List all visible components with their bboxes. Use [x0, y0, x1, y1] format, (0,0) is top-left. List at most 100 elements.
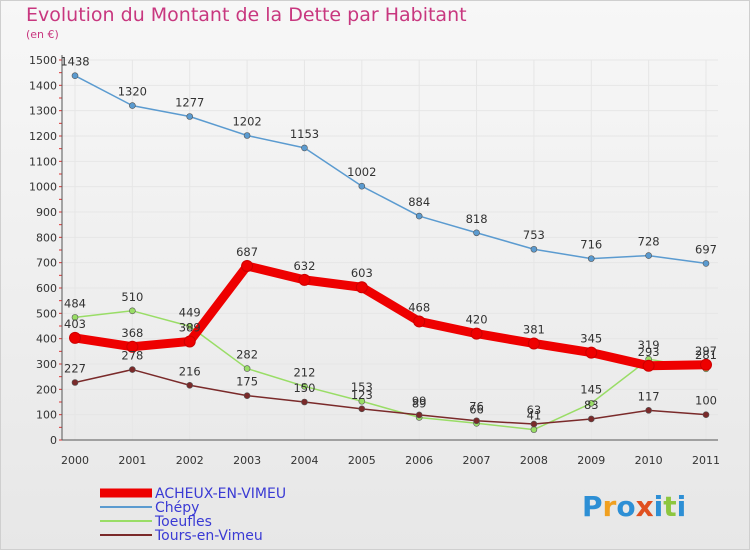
data-point — [702, 260, 710, 267]
data-label: 697 — [695, 242, 717, 256]
data-label: 1153 — [290, 127, 319, 141]
y-tick-label: 300 — [36, 358, 57, 371]
data-point — [129, 307, 136, 315]
data-point — [585, 346, 598, 359]
data-label: 632 — [293, 259, 315, 273]
y-tick-label: 1000 — [29, 181, 57, 194]
legend-label: Chépy — [155, 500, 199, 516]
data-label: 153 — [351, 380, 373, 394]
data-point — [530, 245, 538, 253]
data-label: 1002 — [347, 165, 376, 179]
data-label: 728 — [638, 235, 660, 249]
data-label: 389 — [179, 320, 201, 334]
x-tick-label: 2009 — [577, 454, 605, 467]
y-tick-label: 1100 — [29, 155, 57, 168]
y-tick-label: 500 — [36, 307, 57, 320]
data-label: 716 — [580, 238, 602, 252]
x-tick-label: 2002 — [176, 454, 204, 467]
data-label: 216 — [179, 364, 201, 378]
data-point — [358, 182, 366, 190]
x-tick-label: 2005 — [348, 454, 376, 467]
data-label: 212 — [293, 365, 315, 379]
data-label: 41 — [527, 409, 542, 423]
data-label: 687 — [236, 245, 258, 259]
y-tick-label: 700 — [36, 257, 57, 270]
data-label: 145 — [580, 382, 602, 396]
data-label: 282 — [236, 348, 258, 362]
data-label: 100 — [695, 394, 717, 408]
data-point — [530, 426, 538, 433]
data-point — [69, 331, 81, 344]
series-line — [74, 310, 707, 431]
data-point — [642, 359, 655, 372]
data-label: 753 — [523, 228, 545, 242]
data-label: 123 — [351, 388, 373, 402]
data-point — [186, 113, 194, 120]
data-point — [298, 273, 311, 286]
data-label: 1320 — [118, 85, 147, 99]
data-label: 420 — [466, 313, 488, 327]
x-tick-label: 2011 — [692, 454, 720, 467]
data-point — [530, 420, 538, 428]
data-label: 510 — [121, 290, 143, 304]
data-point — [645, 252, 652, 259]
legend-label: Tours-en-Vimeu — [154, 528, 263, 544]
x-tick-label: 2004 — [290, 454, 318, 467]
data-point — [470, 327, 483, 340]
data-label: 99 — [412, 394, 427, 408]
data-point — [473, 229, 480, 237]
data-point — [415, 212, 423, 220]
data-point — [186, 322, 194, 330]
data-point — [186, 381, 194, 389]
data-label: 319 — [638, 338, 660, 352]
x-tick-label: 2010 — [635, 454, 663, 467]
data-label: 603 — [351, 266, 373, 280]
data-point — [243, 365, 251, 372]
y-tick-label: 1500 — [29, 54, 57, 67]
data-point — [243, 392, 251, 399]
data-label: 818 — [466, 212, 488, 226]
y-axis-unit: (en €) — [26, 28, 59, 41]
data-point — [700, 358, 712, 371]
x-tick-label: 2000 — [61, 454, 89, 467]
data-label: 403 — [64, 317, 86, 331]
y-tick-label: 100 — [36, 409, 57, 422]
data-point — [587, 399, 595, 407]
y-tick-label: 0 — [50, 434, 57, 447]
data-point — [129, 366, 136, 373]
data-label: 76 — [469, 400, 484, 414]
data-point — [413, 315, 426, 328]
legend-label: ACHEUX-EN-VIMEU — [155, 486, 286, 502]
logo-text: Proxiti — [582, 490, 686, 523]
y-tick-label: 1400 — [29, 79, 57, 92]
data-point — [243, 132, 251, 139]
data-label: 227 — [64, 361, 86, 375]
data-label: 381 — [523, 322, 545, 336]
data-point — [126, 340, 139, 353]
data-label: 345 — [580, 332, 602, 346]
data-label: 83 — [584, 398, 599, 412]
data-point — [473, 417, 480, 425]
x-tick-label: 2008 — [520, 454, 548, 467]
data-label: 468 — [408, 300, 430, 314]
data-point — [71, 379, 79, 386]
data-point — [301, 144, 308, 152]
data-label: 89 — [412, 396, 427, 410]
data-label: 150 — [293, 381, 315, 395]
data-label: 484 — [64, 296, 86, 310]
x-tick-label: 2007 — [463, 454, 491, 467]
x-tick-label: 2006 — [405, 454, 433, 467]
x-tick-label: 2003 — [233, 454, 261, 467]
data-label: 175 — [236, 375, 258, 389]
legend-label: Toeufles — [154, 514, 212, 530]
x-tick-label: 2001 — [118, 454, 146, 467]
series-line — [74, 74, 707, 265]
data-label: 884 — [408, 195, 430, 209]
data-label: 293 — [638, 345, 660, 359]
y-tick-label: 1200 — [29, 130, 57, 143]
data-label: 449 — [179, 305, 201, 319]
data-label: 297 — [695, 344, 717, 358]
data-point — [241, 259, 254, 272]
data-point — [301, 382, 308, 390]
